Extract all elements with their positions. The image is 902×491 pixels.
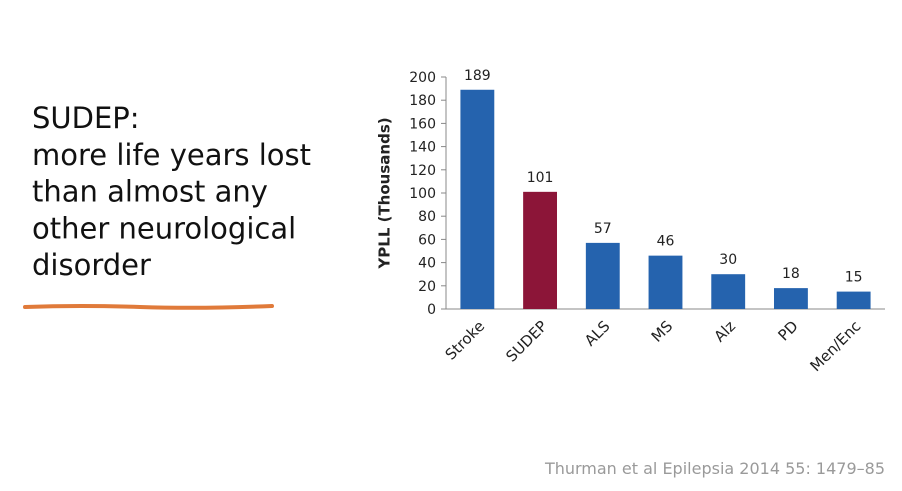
y-tick-label: 0 <box>427 302 436 318</box>
heading-line: than almost any <box>32 175 268 209</box>
heading-line: disorder <box>32 248 151 282</box>
data-label: 57 <box>594 221 612 237</box>
y-tick-label: 180 <box>409 93 436 109</box>
data-label: 101 <box>527 170 554 186</box>
heading-line: more life years lost <box>32 138 311 172</box>
data-label: 18 <box>782 266 800 282</box>
bar <box>585 242 620 309</box>
bar <box>773 288 808 309</box>
data-label: 46 <box>657 234 675 250</box>
underline <box>23 304 274 310</box>
citation: Thurman et al Epilepsia 2014 55: 1479–85 <box>544 459 885 478</box>
y-tick-label: 100 <box>409 186 436 202</box>
data-label: 15 <box>845 270 863 286</box>
data-label: 30 <box>719 252 737 268</box>
heading-line: SUDEP: <box>32 101 140 135</box>
y-axis-label: YPLL (Thousands) <box>376 117 394 269</box>
y-tick-label: 40 <box>418 256 436 272</box>
y-tick-label: 60 <box>418 232 436 248</box>
bar <box>711 274 746 309</box>
bar <box>523 191 558 309</box>
data-label: 189 <box>464 68 491 84</box>
bar <box>460 89 495 309</box>
heading-line: other neurological <box>32 211 296 245</box>
y-tick-label: 80 <box>418 209 436 225</box>
y-tick-label: 200 <box>409 70 436 86</box>
bar <box>836 291 871 309</box>
y-tick-label: 120 <box>409 163 436 179</box>
y-tick-label: 140 <box>409 140 436 156</box>
bar <box>648 255 683 309</box>
y-tick-label: 160 <box>409 116 436 132</box>
y-tick-label: 20 <box>418 279 436 295</box>
